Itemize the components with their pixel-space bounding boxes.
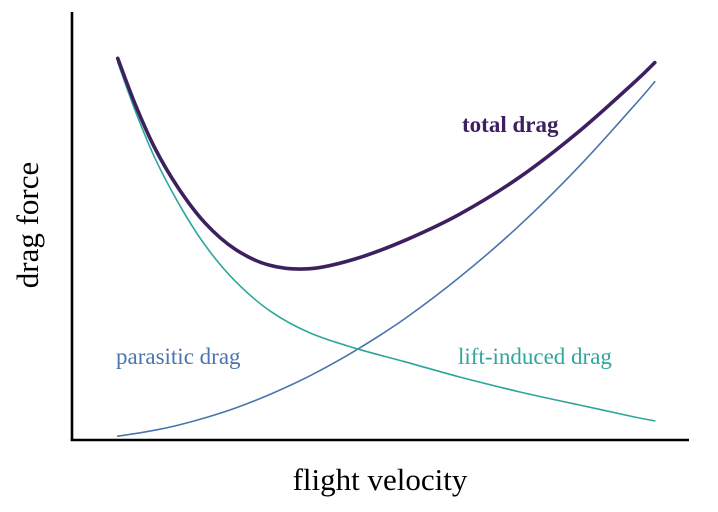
total-drag-label: total drag: [462, 112, 559, 137]
curves-group: [115, 56, 657, 437]
x-axis-label: flight velocity: [292, 462, 468, 497]
lift-induced-drag-label: lift-induced drag: [458, 344, 612, 369]
parasitic-drag-label: parasitic drag: [116, 344, 241, 369]
parasitic-drag-curve: [116, 80, 656, 437]
y-axis-label: drag force: [10, 161, 45, 289]
induced-drag-curve: [116, 61, 656, 422]
total-drag-curve: [115, 56, 657, 271]
